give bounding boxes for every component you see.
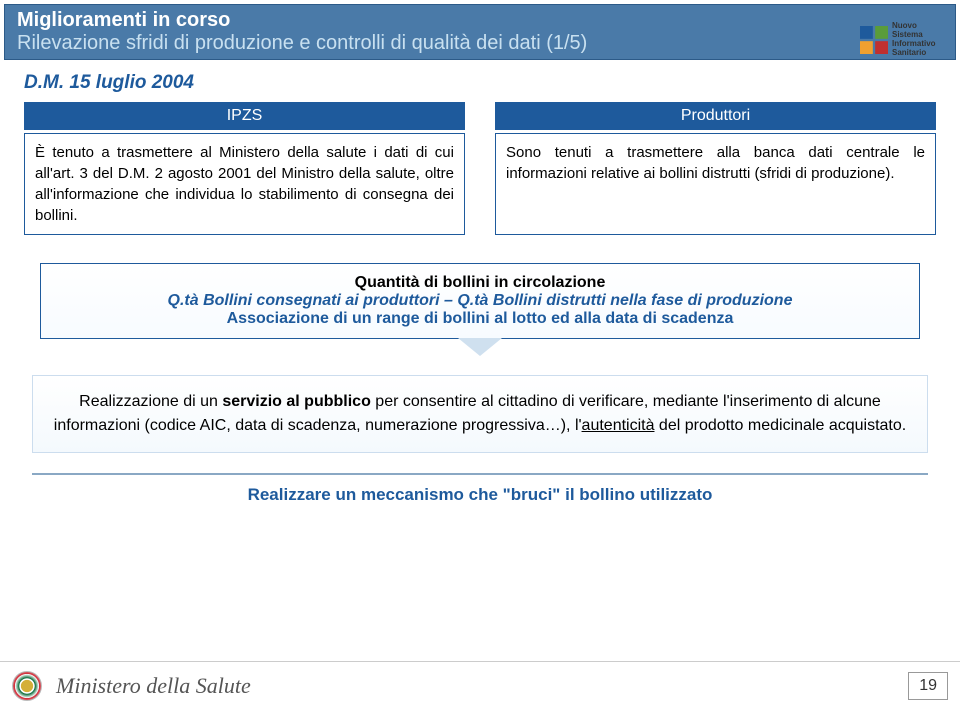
lower-text-b: servizio al pubblico xyxy=(222,393,370,410)
footer: Ministero della Salute 19 xyxy=(0,661,960,709)
divider xyxy=(32,473,928,475)
left-header: IPZS xyxy=(24,102,465,130)
middle-box: Quantità di bollini in circolazione Q.tà… xyxy=(40,263,920,339)
left-body: È tenuto a trasmettere al Ministero dell… xyxy=(24,133,465,235)
ministero-label: Ministero della Salute xyxy=(56,673,251,699)
right-body: Sono tenuti a trasmettere alla banca dat… xyxy=(495,133,936,235)
two-column-section: IPZS È tenuto a trasmettere al Ministero… xyxy=(0,102,960,235)
middle-line2: Q.tà Bollini consegnati ai produttori – … xyxy=(55,292,905,310)
realizzare-line: Realizzare un meccanismo che "bruci" il … xyxy=(0,485,960,505)
title-bar: Miglioramenti in corso Rilevazione sfrid… xyxy=(4,4,956,60)
nsis-logo-text: Nuovo Sistema Informativo Sanitario xyxy=(892,22,936,57)
lower-text-a: Realizzazione di un xyxy=(79,393,222,410)
dm-title: D.M. 15 luglio 2004 xyxy=(24,72,936,94)
middle-line3: Associazione di un range di bollini al l… xyxy=(55,310,905,328)
lower-box: Realizzazione di un servizio al pubblico… xyxy=(32,375,928,453)
nsis-logo-icon xyxy=(860,26,888,54)
title-line1: Miglioramenti in corso xyxy=(17,9,943,32)
middle-line1: Quantità di bollini in circolazione xyxy=(55,274,905,292)
italy-emblem-icon xyxy=(12,671,42,701)
page-number: 19 xyxy=(908,672,948,700)
lower-text-d: autenticità xyxy=(582,417,655,434)
left-column: IPZS È tenuto a trasmettere al Ministero… xyxy=(24,102,465,235)
arrow-down-icon xyxy=(458,338,502,356)
right-header: Produttori xyxy=(495,102,936,130)
nsis-logo: Nuovo Sistema Informativo Sanitario xyxy=(860,10,950,70)
footer-left: Ministero della Salute xyxy=(12,671,251,701)
title-line2: Rilevazione sfridi di produzione e contr… xyxy=(17,32,943,55)
right-column: Produttori Sono tenuti a trasmettere all… xyxy=(495,102,936,235)
lower-text-e: del prodotto medicinale acquistato. xyxy=(654,417,906,434)
